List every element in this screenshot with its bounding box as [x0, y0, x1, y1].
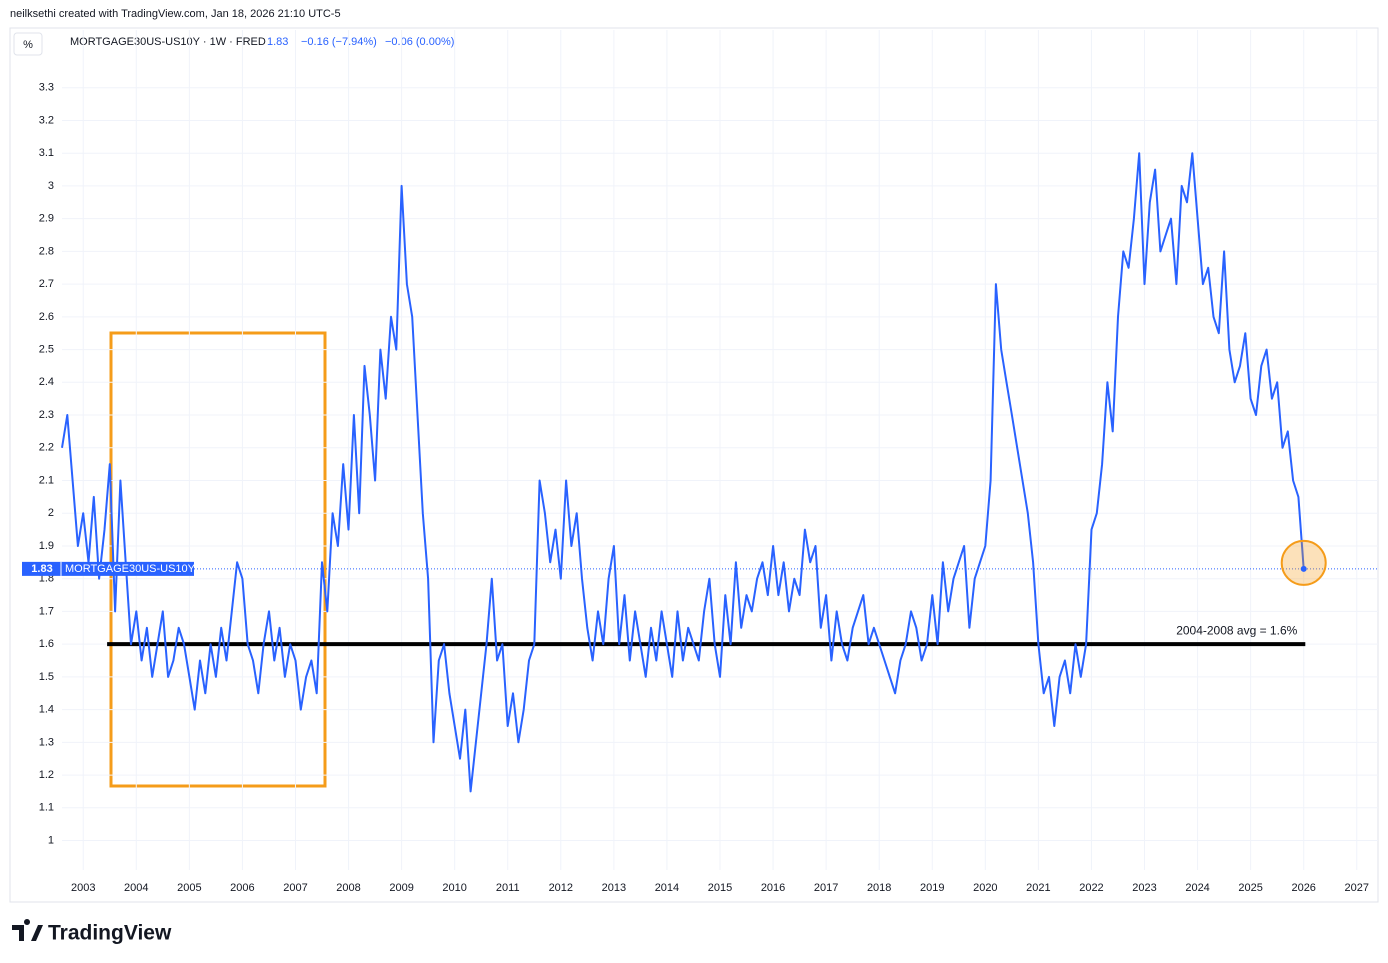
x-tick-label: 2004 [124, 882, 148, 894]
y-tick-label: 1 [48, 834, 54, 846]
y-tick-label: 1.2 [39, 769, 54, 781]
credit: neilksethi created with TradingView.com,… [10, 8, 341, 20]
line [61, 152, 1305, 793]
x-tick-label: 2005 [177, 882, 201, 894]
y-tick-label: 2.3 [39, 409, 54, 421]
x-tick-label: 2024 [1185, 882, 1209, 894]
brand-logo [12, 919, 43, 941]
x-tick-label: 2011 [496, 882, 520, 894]
y-tick-label: 3 [48, 180, 54, 192]
x-tick-label: 2020 [973, 882, 997, 894]
frame [9, 27, 1379, 903]
x-tick-label: 2018 [867, 882, 891, 894]
y-tick-label: 1.9 [39, 540, 54, 552]
y-tick-label: 1.4 [39, 704, 54, 716]
y-tick-label: 3.2 [39, 114, 54, 126]
y-tick-label: 1.3 [39, 736, 54, 748]
y-tick-label: 3.3 [39, 82, 54, 94]
y-tick-label: 2.7 [39, 278, 54, 290]
change2: −0.06 (0.00%) [385, 36, 454, 48]
series-name: MORTGAGE30US-US10Y [65, 563, 196, 575]
x-tick-label: 2003 [71, 882, 95, 894]
symbol: MORTGAGE30US-US10Y · 1W · FRED [70, 36, 266, 48]
unit-box [13, 32, 43, 56]
y-tick-label: 2.5 [39, 343, 54, 355]
x-tick-label: 2012 [549, 882, 573, 894]
last-point [1300, 565, 1307, 572]
y-tick-label: 1.1 [39, 802, 54, 814]
y-tick-label: 1.7 [39, 605, 54, 617]
x-tick-label: 2025 [1238, 882, 1262, 894]
x-tick-label: 2006 [230, 882, 254, 894]
brand: TradingView [48, 922, 172, 945]
y-tick-label: 2.1 [39, 474, 54, 486]
x-tick-label: 2023 [1132, 882, 1156, 894]
x-tick-label: 2026 [1291, 882, 1315, 894]
y-tick-label: 2.9 [39, 213, 54, 225]
y-tick-label: 2.2 [39, 442, 54, 454]
x-tick-label: 2027 [1345, 882, 1369, 894]
price-label: 1.83 [31, 563, 52, 575]
x-tick-label: 2022 [1079, 882, 1103, 894]
last-value: 1.83 [267, 36, 288, 48]
y-tick-label: 1.6 [39, 638, 54, 650]
change: −0.16 (−7.94%) [301, 36, 377, 48]
x-tick-label: 2017 [814, 882, 838, 894]
x-tick-label: 2013 [602, 882, 626, 894]
x-tick-label: 2016 [761, 882, 785, 894]
x-tick-label: 2014 [655, 882, 679, 894]
x-tick-label: 2019 [920, 882, 944, 894]
avg-label: 2004-2008 avg = 1.6% [1176, 623, 1297, 637]
highlight-box [109, 331, 327, 788]
x-tick-label: 2009 [389, 882, 413, 894]
y-tick-label: 3.1 [39, 147, 54, 159]
y-tick-label: 1.5 [39, 671, 54, 683]
y-tick-label: 2.4 [39, 376, 54, 388]
x-tick-label: 2007 [283, 882, 307, 894]
unit: % [23, 39, 33, 51]
price-tag [22, 561, 194, 576]
x-tick-label: 2008 [336, 882, 360, 894]
plot: 11.11.21.31.41.51.61.71.81.922.12.22.32.… [22, 30, 1378, 894]
y-tick-label: 2 [48, 507, 54, 519]
highlight-circle [1280, 539, 1327, 586]
x-tick-label: 2021 [1026, 882, 1050, 894]
x-tick-label: 2010 [442, 882, 466, 894]
y-tick-label: 2.6 [39, 311, 54, 323]
x-tick-label: 2015 [708, 882, 732, 894]
y-tick-label: 2.8 [39, 245, 54, 257]
